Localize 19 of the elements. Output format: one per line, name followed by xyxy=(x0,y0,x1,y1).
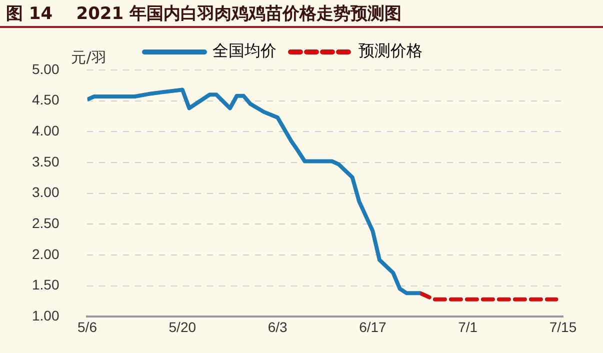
y-tick-label: 3.00 xyxy=(32,184,60,200)
x-tick-label: 5/6 xyxy=(78,318,98,335)
y-tick-label: 1.00 xyxy=(32,307,60,324)
chart-title: 图 14 2021 年国内白羽肉鸡鸡苗价格走势预测图 xyxy=(0,0,603,28)
x-tick-label: 6/3 xyxy=(268,318,288,335)
y-tick-label: 2.50 xyxy=(32,214,60,231)
x-tick-label: 7/15 xyxy=(549,318,577,335)
legend-label: 全国均价 xyxy=(212,41,276,60)
y-tick-label: 4.50 xyxy=(32,92,60,108)
x-tick-label: 5/20 xyxy=(168,318,196,335)
y-tick-label: 4.00 xyxy=(32,122,60,139)
x-tick-label: 7/1 xyxy=(458,318,478,335)
x-tick-label: 6/17 xyxy=(359,318,387,335)
y-tick-label: 1.50 xyxy=(32,276,60,293)
y-tick-label: 3.50 xyxy=(32,153,60,170)
legend-label: 预测价格 xyxy=(358,41,422,60)
y-axis-title: 元/羽 xyxy=(71,48,106,66)
y-tick-label: 5.00 xyxy=(32,60,60,77)
y-tick-label: 2.00 xyxy=(32,246,60,262)
